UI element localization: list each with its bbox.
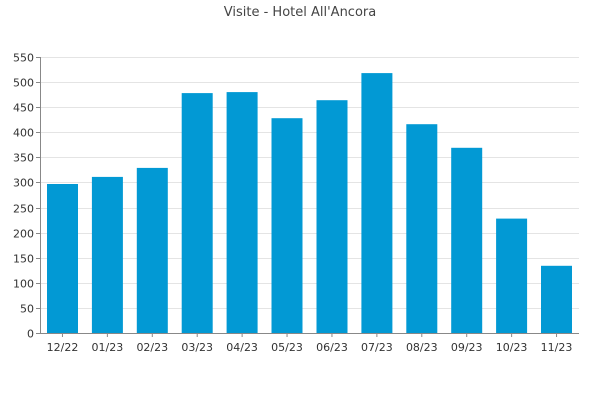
y-tick-label: 50 xyxy=(20,303,34,316)
bar-09-23 xyxy=(451,147,483,333)
bar-07-23 xyxy=(361,73,393,333)
y-tick-label: 100 xyxy=(13,278,34,291)
y-tick-label: 550 xyxy=(13,52,34,65)
x-tick-label: 08/23 xyxy=(406,341,438,354)
x-tick-label: 02/23 xyxy=(136,341,168,354)
x-tick-label: 06/23 xyxy=(316,341,348,354)
bar-02-23 xyxy=(136,167,168,333)
bar-04-23 xyxy=(226,92,258,333)
x-tick-label: 04/23 xyxy=(226,341,258,354)
bar-12-22 xyxy=(47,184,78,333)
x-tick-label: 12/22 xyxy=(47,341,79,354)
gridlines xyxy=(40,57,579,309)
x-tick-label: 05/23 xyxy=(271,341,303,354)
bar-10-23 xyxy=(496,218,528,333)
x-tick-label: 09/23 xyxy=(451,341,483,354)
bar-01-23 xyxy=(91,176,123,333)
x-tick-label: 07/23 xyxy=(361,341,393,354)
bar-08-23 xyxy=(406,124,438,333)
x-tick-label: 03/23 xyxy=(181,341,213,354)
y-tick-labels: 0 50 100 150 200 250 300 350 400 450 500 550 xyxy=(13,52,34,341)
y-tick-label: 0 xyxy=(27,328,34,341)
bars xyxy=(47,73,572,333)
y-tick-label: 400 xyxy=(13,127,34,140)
y-tick-label: 300 xyxy=(13,177,34,190)
chart-title: Visite - Hotel All'Ancora xyxy=(224,5,376,20)
bar-11-23 xyxy=(541,265,572,333)
x-tick-label: 10/23 xyxy=(496,341,528,354)
x-tick-labels: 12/22 01/23 02/23 03/23 04/23 05/23 06/23 07/23… xyxy=(47,341,573,354)
y-tick-label: 500 xyxy=(13,77,34,90)
y-tick-label: 150 xyxy=(13,253,34,266)
y-tick-label: 350 xyxy=(13,152,34,165)
x-tick-label: 01/23 xyxy=(92,341,124,354)
bar-03-23 xyxy=(181,93,213,333)
axes xyxy=(36,57,579,337)
y-tick-label: 200 xyxy=(13,228,34,241)
x-tick-label: 11/23 xyxy=(541,341,573,354)
y-tick-label: 450 xyxy=(13,102,34,115)
bar-06-23 xyxy=(316,100,348,333)
y-tick-label: 250 xyxy=(13,203,34,216)
bar-05-23 xyxy=(271,118,303,333)
